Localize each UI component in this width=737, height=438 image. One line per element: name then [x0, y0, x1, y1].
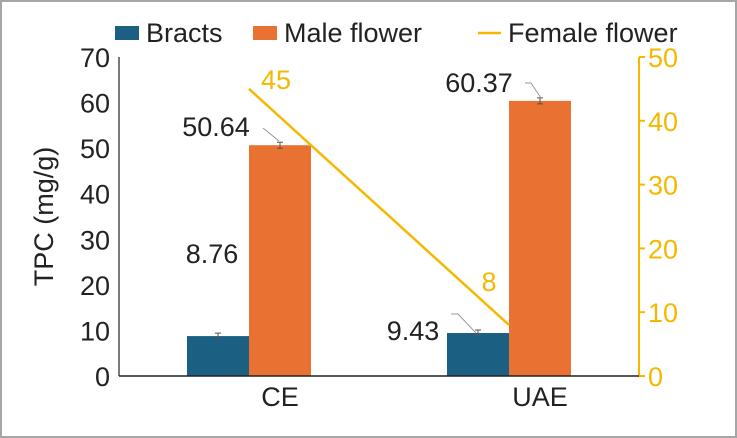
data-label: 50.64 [182, 112, 250, 142]
y-axis-title: TPC (mg/g) [29, 147, 59, 287]
y2-tick-label: 20 [648, 234, 678, 264]
y2-tick-label: 40 [648, 107, 678, 137]
y-tick-label: 40 [80, 180, 110, 210]
data-label: 45 [261, 65, 291, 95]
error-bar [277, 141, 283, 149]
y-tick-label: 50 [80, 134, 110, 164]
legend-swatch-bracts [115, 26, 139, 40]
y-tick-label: 70 [80, 43, 110, 73]
y-tick-label: 10 [80, 316, 110, 346]
bar-bracts-ce [187, 336, 249, 376]
label-leader [451, 313, 477, 334]
y-tick-label: 30 [80, 225, 110, 255]
data-label: 9.43 [387, 316, 440, 346]
legend-label-female-flower: Female flower [508, 18, 678, 48]
error-bar [215, 332, 221, 340]
y-tick-label: 60 [80, 89, 110, 119]
y2-tick-label: 30 [648, 171, 678, 201]
line-female-flower [248, 87, 510, 326]
y2-tick-label: 10 [648, 298, 678, 328]
error-bar [475, 329, 481, 337]
data-label: 8 [481, 267, 496, 297]
label-leader [262, 127, 280, 142]
x-tick-label: UAE [512, 382, 568, 412]
y2-tick-label: 0 [648, 362, 663, 392]
y-tick-label: 20 [80, 271, 110, 301]
data-label: 60.37 [445, 68, 513, 98]
legend-label-bracts: Bracts [146, 18, 223, 48]
data-label: 8.76 [186, 239, 239, 269]
bar-male-flower-ce [249, 145, 311, 376]
bar-bracts-uae [447, 333, 509, 376]
legend-label-male-flower: Male flower [284, 18, 422, 48]
label-leader [525, 82, 542, 99]
error-bar [537, 97, 543, 105]
y-tick-label: 0 [95, 362, 110, 392]
bar-male-flower-uae [509, 100, 571, 376]
legend-swatch-male-flower [253, 26, 277, 40]
y2-tick-label: 50 [648, 43, 678, 73]
x-tick-label: CE [261, 382, 299, 412]
